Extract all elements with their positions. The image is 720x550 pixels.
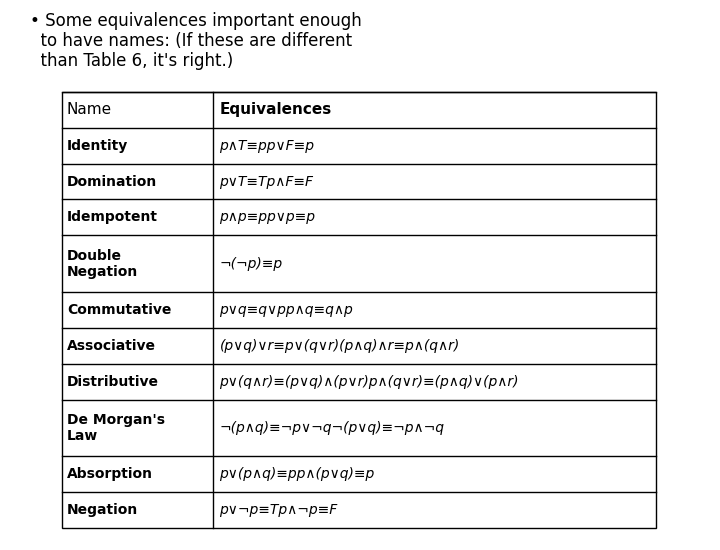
Text: • Some equivalences important enough: • Some equivalences important enough xyxy=(30,12,361,30)
Text: Name: Name xyxy=(67,102,112,117)
Text: to have names: (If these are different: to have names: (If these are different xyxy=(30,32,352,50)
Text: p∨¬p≡Tp∧¬p≡F: p∨¬p≡Tp∧¬p≡F xyxy=(220,503,338,517)
Text: Identity: Identity xyxy=(67,139,128,153)
Text: (p∨q)∨r≡p∨(q∨r)(p∧q)∧r≡p∧(q∧r): (p∨q)∨r≡p∨(q∨r)(p∧q)∧r≡p∧(q∧r) xyxy=(220,339,460,353)
Text: Double
Negation: Double Negation xyxy=(67,249,138,279)
Text: p∨T≡Tp∧F≡F: p∨T≡Tp∧F≡F xyxy=(220,174,313,189)
Text: ¬(¬p)≡p: ¬(¬p)≡p xyxy=(220,257,282,271)
Text: p∨q≡q∨pp∧q≡q∧p: p∨q≡q∨pp∧q≡q∧p xyxy=(220,303,354,317)
Text: ¬(p∧q)≡¬p∨¬q¬(p∨q)≡¬p∧¬q: ¬(p∧q)≡¬p∨¬q¬(p∨q)≡¬p∧¬q xyxy=(220,421,444,435)
Text: p∨(q∧r)≡(p∨q)∧(p∨r)p∧(q∨r)≡(p∧q)∨(p∧r): p∨(q∧r)≡(p∨q)∧(p∨r)p∧(q∨r)≡(p∧q)∨(p∧r) xyxy=(220,375,519,389)
Text: p∧T≡pp∨F≡p: p∧T≡pp∨F≡p xyxy=(220,139,315,153)
Text: Negation: Negation xyxy=(67,503,138,517)
Text: p∨(p∧q)≡pp∧(p∨q)≡p: p∨(p∧q)≡pp∧(p∨q)≡p xyxy=(220,468,374,481)
Text: Associative: Associative xyxy=(67,339,156,353)
Text: Absorption: Absorption xyxy=(67,468,153,481)
Text: Distributive: Distributive xyxy=(67,375,159,389)
Text: p∧p≡pp∨p≡p: p∧p≡pp∨p≡p xyxy=(220,210,315,224)
Text: Idempotent: Idempotent xyxy=(67,210,158,224)
Text: Domination: Domination xyxy=(67,174,157,189)
Text: Commutative: Commutative xyxy=(67,303,171,317)
Text: Equivalences: Equivalences xyxy=(220,102,332,117)
Text: De Morgan's
Law: De Morgan's Law xyxy=(67,413,165,443)
Text: than Table 6, it's right.): than Table 6, it's right.) xyxy=(30,52,233,70)
